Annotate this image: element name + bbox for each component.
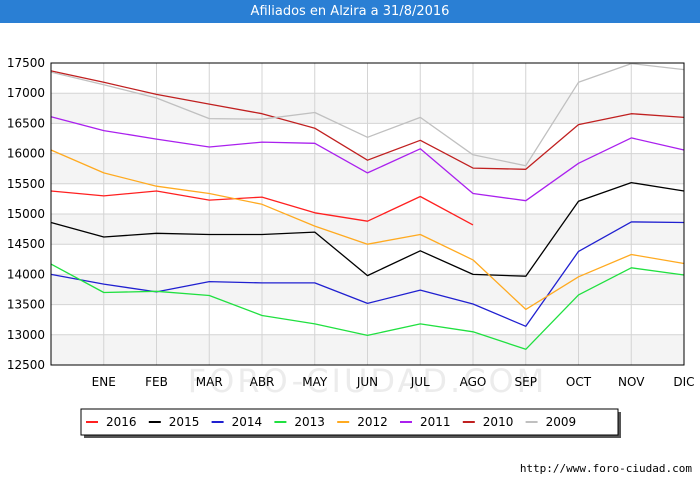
legend-label-2010: 2010 [483,415,514,429]
y-tick-label: 15500 [7,177,45,191]
series-line-2012 [50,149,685,311]
legend-label-2011: 2011 [420,415,451,429]
legend-label-2012: 2012 [357,415,388,429]
y-tick-label: 17000 [7,86,45,100]
y-tick-label: 14000 [7,267,45,281]
legend-label-2015: 2015 [169,415,200,429]
legend-label-2016: 2016 [106,415,137,429]
x-tick-label: DIC [673,375,694,389]
y-tick-label: 14500 [7,237,45,251]
x-tick-label: JUL [410,375,430,389]
x-tick-label: SEP [515,375,537,389]
y-tick-label: 13500 [7,298,45,312]
y-tick-label: 17500 [7,56,45,70]
chart-title: Afiliados en Alzira a 31/8/2016 [250,4,450,19]
series-line-2015 [50,181,685,277]
series-line-2016 [50,190,474,226]
y-axis-ticks: 12500 13000 13500 14000 14500 15000 15500 16000… [7,56,45,372]
legend-label-2014: 2014 [232,415,263,429]
series-line-2013 [50,263,685,350]
y-tick-label: 13000 [7,328,45,342]
legend-label-2013: 2013 [294,415,325,429]
watermark: FORO-CIUDAD.COM [188,362,548,400]
series-line-2011 [50,116,685,202]
x-tick-label: OCT [566,375,592,389]
footer-url: http://www.foro-ciudad.com [519,462,692,475]
y-tick-label: 16500 [7,116,45,130]
x-tick-label: FEB [145,375,168,389]
x-tick-label: MAY [302,375,328,389]
y-tick-label: 12500 [7,358,45,372]
x-axis-ticks: ENE FEB MAR ABR MAY JUN JUL AGO SEP OCT NOV DIC [92,375,695,389]
legend: 2016 2015 2014 2013 2012 2011 2010 2009 [80,408,621,438]
legend-label-2009: 2009 [546,415,577,429]
x-tick-label: NOV [618,375,645,389]
x-tick-label: ENE [92,375,116,389]
series-line-2010 [50,70,685,170]
title-bar: Afiliados en Alzira a 31/8/2016 [0,0,700,23]
x-tick-label: ABR [250,375,275,389]
series-line-2009 [50,62,685,167]
x-tick-label: MAR [196,375,223,389]
x-tick-label: JUN [356,375,378,389]
y-tick-label: 16000 [7,147,45,161]
x-tick-label: AGO [460,375,487,389]
y-tick-label: 15000 [7,207,45,221]
plot-frame [50,62,685,366]
series-lines [50,62,685,350]
